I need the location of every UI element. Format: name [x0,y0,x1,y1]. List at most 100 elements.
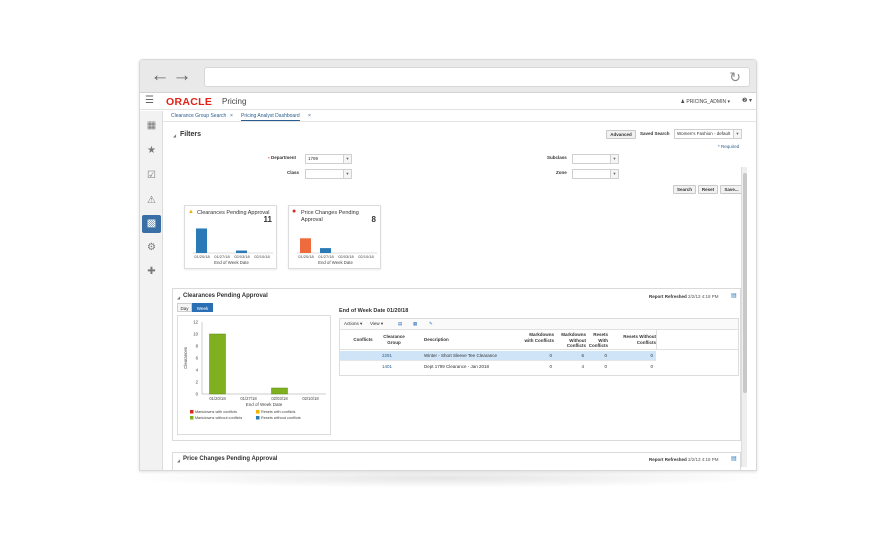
refresh-icon[interactable]: ▤ [731,293,737,299]
export-icon[interactable]: ▤ [398,321,403,326]
error-icon: ● [292,208,297,215]
department-select[interactable]: 1799 ▼ [305,154,352,164]
reload-icon[interactable]: ↻ [729,69,741,85]
tab-close-icon[interactable]: × [308,113,311,119]
grid-icon[interactable]: ▦ [146,120,157,131]
notification-bell-icon[interactable]: ⚠ [147,195,156,206]
table-row[interactable]: 1401 Dept 1799 Clearance - Jan 2018 0 4 … [340,362,656,372]
back-arrow-icon[interactable]: ← [150,65,170,86]
y-tick-label: 2 [196,380,199,385]
class-label: Class [287,170,300,175]
saved-search-value: Women's Fashion - default [677,131,731,136]
forward-arrow-icon[interactable]: → [172,65,192,86]
resets-without-conflicts-cell: 0 [650,353,653,358]
chevron-down-icon: ▼ [733,130,741,138]
plus-icon[interactable]: ✚ [147,266,156,277]
browser-window: ← → ↻ ☰ ORACLE Pricing ♟ PRICING_ADMIN ▾… [139,59,757,471]
price-changes-pending-card[interactable]: ● Price Changes Pending Approval 8 01/20… [288,205,381,269]
legend-label: Resets with conflicts [261,410,295,414]
actions-menu[interactable]: Actions ▾ [344,321,363,326]
reset-button[interactable]: Reset [698,185,718,194]
required-asterisk: * [268,156,270,161]
filters-title: Filters [180,131,202,138]
x-axis-label: End of Week Date [214,260,249,265]
x-tick-label: 02/10/18 [358,254,374,259]
oracle-logo: ORACLE [166,96,213,108]
column-header[interactable]: Markdowns with Conflicts [524,332,555,343]
clipboard-icon[interactable]: ☑ [147,170,156,181]
menu-icon[interactable]: ☰ [145,95,154,106]
collapse-icon[interactable]: ◢ [177,458,181,463]
saved-search-select[interactable]: Women's Fashion - default ▼ [674,129,742,139]
clearances-table: Actions ▾ View ▾ ▤ ▦ ✎ Conflicts Clearan… [339,318,739,376]
report-refreshed-value: 2/2/13 4:18 PM [688,294,719,299]
scrollbar-thumb[interactable] [743,173,747,393]
markdowns-without-conflicts-cell: 6 [581,353,584,358]
panel-title: Clearances Pending Approval [183,293,268,299]
x-tick-label: 02/03/18 [271,396,288,401]
refresh-icon[interactable]: ▤ [731,456,737,462]
pricing-app: ☰ ORACLE Pricing ♟ PRICING_ADMIN ▾ ❷ ▾ ▦… [140,93,756,470]
zone-label: Zone [556,170,567,175]
x-tick-label: 01/27/18 [240,396,257,401]
view-menu[interactable]: View ▾ [370,321,384,326]
report-refreshed-label: Report Refreshed [649,457,687,462]
help-menu[interactable]: ❷ ▾ [741,98,752,104]
column-header[interactable]: Resets With Conflicts [588,332,608,348]
tab-bar: Clearance Group Search × Pricing Analyst… [163,111,756,122]
markdowns-with-conflicts-cell: 0 [549,353,552,358]
card-count: 11 [263,215,272,224]
tab-clearance-group-search[interactable]: Clearance Group Search [171,113,227,119]
column-header[interactable]: Clearance Group [383,334,405,345]
class-select[interactable]: ▼ [305,169,352,179]
subclass-select[interactable]: ▼ [572,154,619,164]
card-title: Price Changes Pending Approval [301,210,359,223]
tab-pricing-analyst-dashboard[interactable]: Pricing Analyst Dashboard [241,113,300,121]
markdowns-without-conflicts-cell: 4 [581,364,584,369]
column-header[interactable]: Resets Without Conflicts [623,334,656,345]
clearances-chart: 0 2 4 6 8 10 12 Clearances 01/20/18 01/27/18 02/03… [177,315,331,435]
legend-swatch [190,416,194,420]
tab-close-icon[interactable]: × [230,113,233,119]
column-header[interactable]: Conflicts [353,337,373,342]
star-icon[interactable]: ★ [147,145,156,156]
column-header[interactable]: Markdowns Without Conflicts [561,332,586,348]
x-tick-label: 01/20/18 [194,254,210,259]
clearances-pending-card[interactable]: ▲ Clearances Pending Approval 11 01/20/1… [184,205,277,269]
vertical-scrollbar[interactable] [741,167,747,467]
legend-swatch [256,416,260,420]
subclass-label: Subclass [547,155,567,160]
x-axis-label: End of Week Date [318,260,353,265]
edit-icon[interactable]: ✎ [429,321,433,326]
clearance-group-link[interactable]: 1401 [382,364,393,369]
bar [300,238,311,253]
chevron-down-icon: ▼ [610,170,618,178]
collapse-icon[interactable]: ◢ [173,133,177,138]
gear-icon[interactable]: ⚙ [147,242,156,253]
dashboard-chart-icon[interactable]: ▩ [142,215,161,233]
search-button[interactable]: Search [673,185,696,194]
column-header[interactable]: Description [424,337,449,342]
advanced-button[interactable]: Advanced [606,130,636,139]
resets-with-conflicts-cell: 0 [604,353,607,358]
table-row[interactable]: 2291 Winter - Short Sleeve Tee Clearance… [340,351,656,361]
detach-icon[interactable]: ▦ [413,321,418,326]
bar [209,333,226,395]
end-of-week-title: End of Week Date 01/20/18 [339,308,409,314]
x-axis-label: End of Week Date [246,402,283,407]
zone-select[interactable]: ▼ [572,169,619,179]
user-name: PRICING_ADMIN ▾ [686,99,730,105]
clearance-group-link[interactable]: 2291 [382,353,393,358]
user-menu[interactable]: ♟ PRICING_ADMIN ▾ [680,98,730,106]
browser-shadow [120,468,770,488]
save-button[interactable]: Save... [720,185,743,194]
day-toggle[interactable]: Day [177,303,192,312]
resets-with-conflicts-cell: 0 [604,364,607,369]
address-bar[interactable]: ↻ [204,67,750,87]
clearances-panel: ◢ Clearances Pending Approval Report Ref… [172,288,741,441]
collapse-icon[interactable]: ◢ [177,295,181,300]
week-toggle[interactable]: Week [192,303,213,312]
card-title: Clearances Pending Approval [197,210,270,216]
x-tick-label: 02/10/18 [302,396,319,401]
resets-without-conflicts-cell: 0 [650,364,653,369]
